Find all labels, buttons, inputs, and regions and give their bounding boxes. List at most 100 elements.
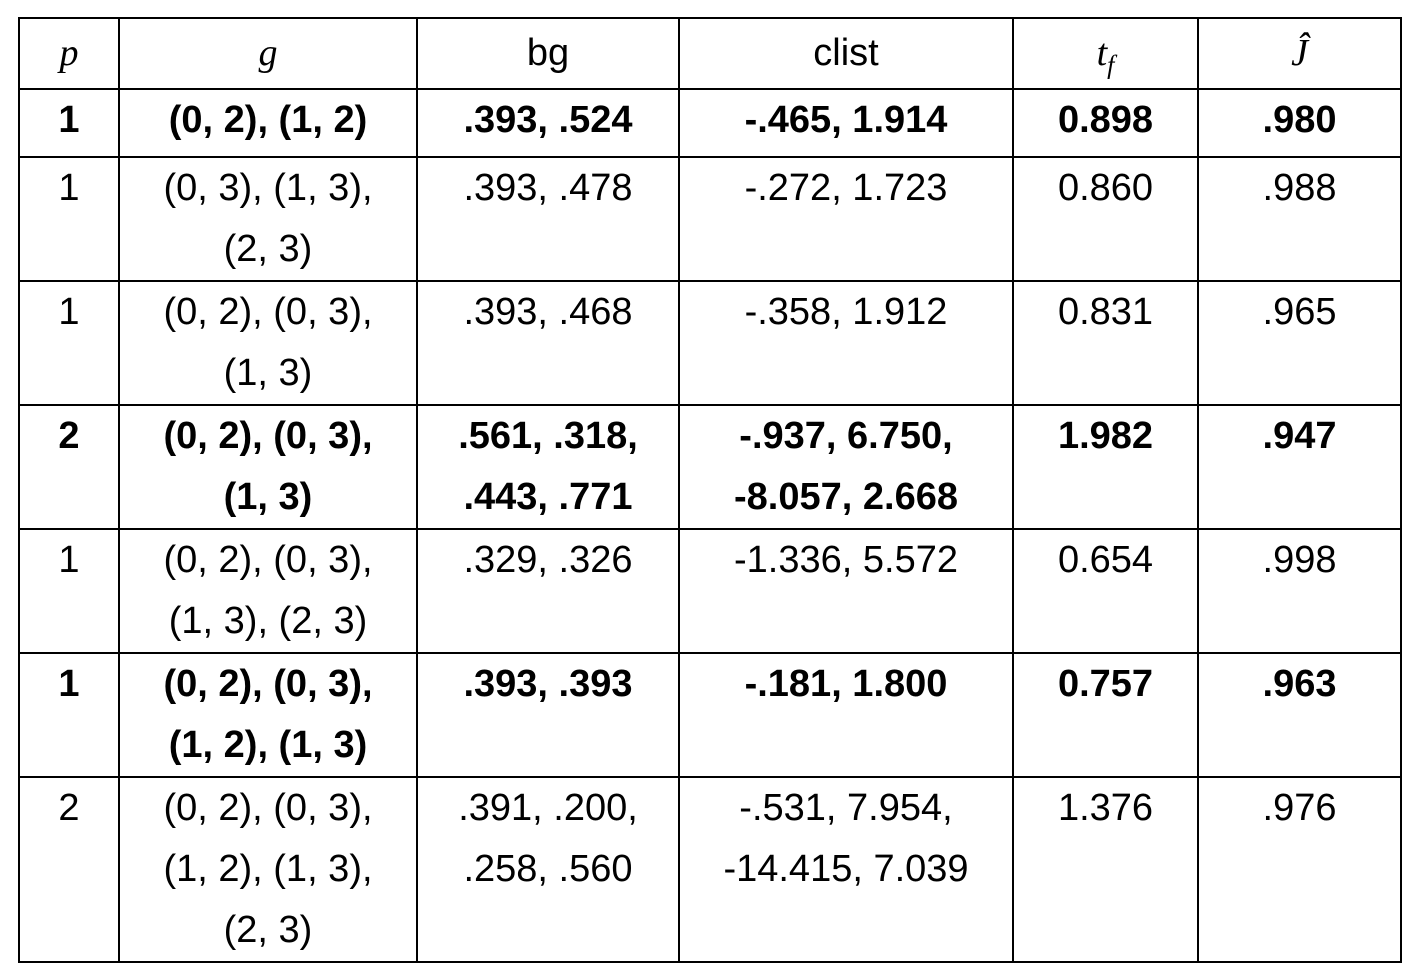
table-cell: 1: [18, 88, 120, 158]
header-row: p g bg clist tf Ĵ: [18, 17, 1402, 90]
cell-line: (0, 2), (0, 3),: [163, 787, 373, 829]
cell-line: -1.336, 5.572: [734, 539, 958, 581]
table-cell: .393, .524: [416, 88, 680, 158]
table-row: 2 (0, 2), (0, 3), (1, 2), (1, 3), (2, 3) .39…: [18, 776, 1402, 963]
cell-line: -14.415, 7.039: [723, 848, 969, 890]
cell-line: (1, 2), (1, 3): [168, 724, 368, 766]
cell-line: 2: [58, 787, 80, 829]
cell-line: 2: [58, 415, 80, 457]
table-cell: (0, 2), (0, 3), (1, 2), (1, 3): [118, 652, 418, 778]
cell-line: 1.982: [1057, 415, 1154, 457]
table-cell: -.465, 1.914: [678, 88, 1014, 158]
table-cell: -.937, 6.750, -8.057, 2.668: [678, 404, 1014, 530]
header-cell: tf: [1012, 17, 1199, 90]
cell-line: (2, 3): [223, 228, 313, 270]
table-cell: (0, 2), (0, 3), (1, 3): [118, 280, 418, 406]
table-cell: 0.860: [1012, 156, 1199, 282]
cell-line: .393, .468: [463, 291, 633, 333]
header-cell: p: [18, 17, 120, 90]
table-cell: 0.757: [1012, 652, 1199, 778]
table-cell: -.531, 7.954, -14.415, 7.039: [678, 776, 1014, 963]
cell-line: .998: [1262, 539, 1337, 581]
cell-line: (1, 3): [223, 352, 313, 394]
cell-line: (0, 3), (1, 3),: [163, 167, 373, 209]
table-row: 1 (0, 2), (1, 2) .393, .524 -.465, 1.914 0.8…: [18, 88, 1402, 158]
cell-line: 1: [58, 167, 80, 209]
table-cell: 1: [18, 528, 120, 654]
cell-line: .980: [1262, 99, 1337, 141]
cell-line: -.937, 6.750,: [739, 415, 953, 457]
table-cell: -.272, 1.723: [678, 156, 1014, 282]
table-cell: 1.982: [1012, 404, 1199, 530]
table-cell: .965: [1197, 280, 1402, 406]
table-cell: 1: [18, 652, 120, 778]
cell-line: .391, .200,: [458, 787, 638, 829]
table-cell: 2: [18, 776, 120, 963]
table-cell: (0, 3), (1, 3), (2, 3): [118, 156, 418, 282]
cell-line: 1.376: [1057, 787, 1154, 829]
table-cell: .391, .200, .258, .560: [416, 776, 680, 963]
table-cell: (0, 2), (0, 3), (1, 3): [118, 404, 418, 530]
header-cell: clist: [678, 17, 1014, 90]
table-cell: 1: [18, 280, 120, 406]
cell-line: 1: [58, 99, 80, 141]
table-cell: .980: [1197, 88, 1402, 158]
table-cell: .988: [1197, 156, 1402, 282]
cell-line: 1: [58, 291, 80, 333]
table-cell: 1.376: [1012, 776, 1199, 963]
header-subscript: f: [1107, 50, 1115, 80]
cell-line: .393, .524: [463, 99, 633, 141]
header-cell: g: [118, 17, 418, 90]
table-cell: -1.336, 5.572: [678, 528, 1014, 654]
cell-line: (1, 3), (2, 3): [168, 600, 368, 642]
cell-line: (0, 2), (0, 3),: [163, 415, 373, 457]
cell-line: (0, 2), (0, 3),: [163, 663, 373, 705]
cell-line: .947: [1262, 415, 1337, 457]
cell-line: (0, 2), (0, 3),: [163, 539, 373, 581]
header-text: t: [1096, 32, 1108, 74]
header-cell: bg: [416, 17, 680, 90]
table-cell: .998: [1197, 528, 1402, 654]
cell-line: 0.898: [1057, 99, 1154, 141]
cell-line: .988: [1262, 167, 1337, 209]
cell-line: -.465, 1.914: [744, 99, 948, 141]
table-cell: -.181, 1.800: [678, 652, 1014, 778]
cell-line: .329, .326: [463, 539, 633, 581]
cell-line: -.181, 1.800: [744, 663, 948, 705]
table-cell: 2: [18, 404, 120, 530]
cell-line: -.531, 7.954,: [739, 787, 953, 829]
table-cell: .561, .318, .443, .771: [416, 404, 680, 530]
table-row: 1 (0, 3), (1, 3), (2, 3) .393, .478 -.272, 1…: [18, 156, 1402, 282]
table-cell: 0.831: [1012, 280, 1199, 406]
cell-line: .443, .771: [463, 476, 633, 518]
cell-line: 0.831: [1057, 291, 1154, 333]
cell-line: .561, .318,: [458, 415, 638, 457]
table-cell: .393, .478: [416, 156, 680, 282]
table-cell: .393, .393: [416, 652, 680, 778]
cell-line: (2, 3): [223, 909, 313, 951]
cell-line: 1: [58, 663, 80, 705]
cell-line: .393, .478: [463, 167, 633, 209]
table-cell: 1: [18, 156, 120, 282]
cell-line: .963: [1262, 663, 1337, 705]
table-cell: .329, .326: [416, 528, 680, 654]
table-cell: (0, 2), (1, 2): [118, 88, 418, 158]
cell-line: (0, 2), (0, 3),: [163, 291, 373, 333]
table-cell: (0, 2), (0, 3), (1, 2), (1, 3), (2, 3): [118, 776, 418, 963]
table-row: 1 (0, 2), (0, 3), (1, 3), (2, 3) .329, .326…: [18, 528, 1402, 654]
table-cell: (0, 2), (0, 3), (1, 3), (2, 3): [118, 528, 418, 654]
cell-line: (1, 2), (1, 3),: [163, 848, 373, 890]
cell-line: -8.057, 2.668: [734, 476, 958, 518]
cell-line: 0.757: [1057, 663, 1154, 705]
table-row: 1 (0, 2), (0, 3), (1, 3) .393, .468 -.358, 1…: [18, 280, 1402, 406]
table-cell: .947: [1197, 404, 1402, 530]
cell-line: (0, 2), (1, 2): [168, 99, 368, 141]
cell-line: .258, .560: [463, 848, 633, 890]
cell-line: 0.654: [1057, 539, 1154, 581]
table-row: 2 (0, 2), (0, 3), (1, 3) .561, .318, .443, .…: [18, 404, 1402, 530]
table-cell: .393, .468: [416, 280, 680, 406]
cell-line: (1, 3): [223, 476, 313, 518]
cell-line: -.358, 1.912: [744, 291, 948, 333]
cell-line: 1: [58, 539, 80, 581]
